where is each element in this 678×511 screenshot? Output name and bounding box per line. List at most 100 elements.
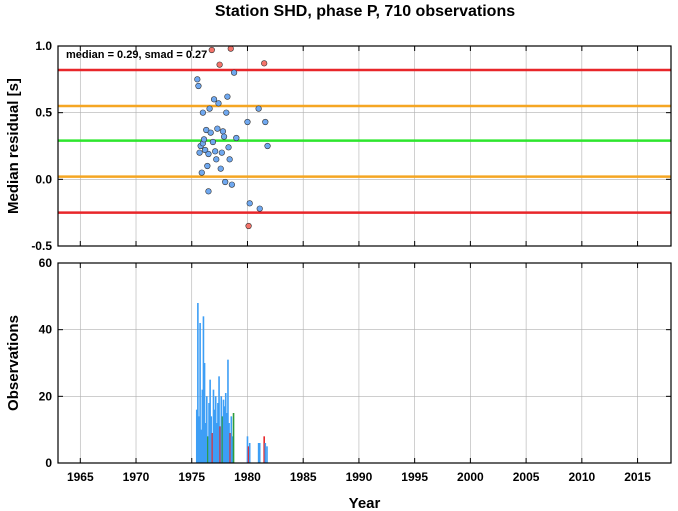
observation-bar [217,403,219,463]
observation-bar [263,436,265,463]
xtick-label: 1990 [346,470,373,484]
observation-bar [211,433,214,463]
observation-bar [266,446,268,463]
observations-ytick-label: 40 [39,323,53,337]
observations-frame [57,262,672,464]
observation-bar [247,446,250,463]
xlabel: Year [349,495,381,511]
residual-point [207,129,214,136]
residual-point [244,118,251,126]
observation-bar [198,416,200,463]
observation-bar [224,393,227,463]
observation-bar [202,316,205,463]
residual-point [255,105,262,112]
observation-bar [232,413,235,463]
observation-bar [222,399,225,463]
observation-bar [246,436,249,463]
xtick-label: 1995 [401,470,428,484]
residual-point [256,205,263,212]
residual-point [219,128,227,135]
residual-point [228,181,235,188]
outlier-point [216,61,223,68]
residual-ytick-label: 1.0 [35,39,52,53]
stats-annotation: median = 0.29, smad = 0.27 [66,49,207,61]
chart-title: Station SHD, phase P, 710 observations [215,3,515,20]
residual-point [210,96,218,103]
residual-point [212,148,219,155]
observation-bar [205,396,208,463]
residual-point [206,105,213,112]
observation-bar [195,409,198,463]
residual-point [195,82,202,90]
outlier-point [245,222,252,230]
xtick-label: 2015 [624,470,651,484]
residual-point [204,162,211,170]
observations-ytick-label: 0 [45,456,52,470]
residual-point [205,188,212,195]
residual-frame [57,45,672,247]
observation-bar [230,416,233,463]
observation-bar [207,436,209,463]
observation-bar [212,389,215,463]
observation-bar [229,433,231,463]
residual-point [217,165,224,172]
observation-bar [203,363,206,463]
residual-point [215,100,222,107]
residual-point [200,136,208,143]
observation-bar [208,403,210,463]
residual-point [224,93,231,100]
residual-ylabel: Median residual [s] [5,78,22,214]
outlier-point [261,60,268,67]
residual-point [214,125,221,132]
observation-bar [219,426,221,463]
observation-bar [226,413,228,463]
residual-point [226,156,233,163]
residual-ytick-label: 0.5 [35,106,52,120]
observation-bar [258,443,261,463]
xtick-label: 2000 [457,470,484,484]
observation-bar [221,416,224,463]
xtick-label: 1985 [290,470,317,484]
residual-point [202,146,209,154]
observation-bar [201,389,204,463]
outlier-point [227,45,234,52]
residual-ytick-label: -0.5 [31,239,52,253]
observation-bar [197,303,199,463]
outlier-point [208,46,215,54]
observation-bar [227,359,229,463]
xtick-label: 2005 [513,470,540,484]
residual-point [264,142,271,150]
residual-point [233,134,240,142]
observation-bar [248,443,251,463]
residual-point [220,133,228,140]
observation-bar [214,396,217,463]
observation-bar [200,429,203,463]
residual-point [218,149,225,156]
residual-point [223,109,230,116]
residual-point [262,118,269,126]
residual-ytick-label: 0.0 [35,172,52,186]
observation-bar [223,406,226,463]
residual-point [205,150,212,158]
residual-panel: -0.5 0.0 0.5 1.0 Median residual [s] median =… [5,39,672,253]
residual-point [199,109,206,116]
observation-bar [204,423,207,463]
observation-bar [220,396,223,463]
observations-ylabel: Observations [5,315,22,411]
xtick-label: 1975 [178,470,205,484]
xtick-label: 1980 [234,470,261,484]
observation-bar [210,416,213,463]
residual-point [203,126,210,134]
xtick-label: 1970 [123,470,150,484]
observation-bar [218,376,220,463]
residual-point [222,178,229,186]
residual-point [194,76,201,83]
observation-bar [228,423,230,463]
observation-bar [231,436,234,463]
residual-point [246,200,253,207]
residual-point [213,156,220,163]
residual-point [230,69,238,76]
residual-point [198,169,205,176]
